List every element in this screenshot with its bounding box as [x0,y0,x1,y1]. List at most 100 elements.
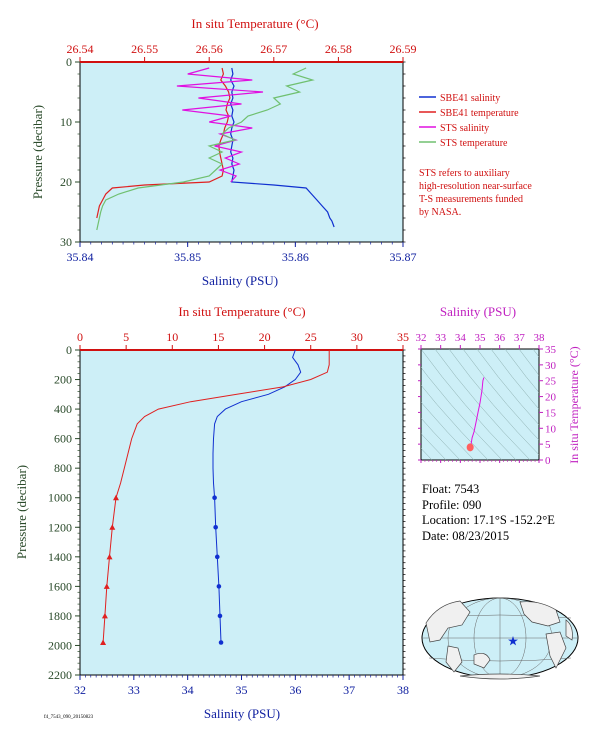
salinity-tick-label: 35.86 [282,250,309,264]
temperature-tick-label: 26.55 [131,42,158,56]
legend-label: STS salinity [440,123,489,134]
pressure-tick-label: 30 [60,235,72,249]
top-temperature-axis-title: In situ Temperature (°C) [191,16,318,31]
legend-label: SBE41 salinity [440,93,500,104]
density-contour [518,349,539,376]
series-line-sbe41-temperature [96,67,231,219]
sts-note-line-3: T-S measurements funded [419,194,523,205]
temperature-data-point [109,524,116,530]
temperature-tick-label: 26.59 [390,42,417,56]
salinity-tick-label: 34 [182,683,194,697]
inset-salinity-tick-label: 38 [534,332,546,344]
salinity-data-point [212,495,217,501]
inset-temperature-tick-label: 20 [545,392,557,404]
map-land [425,600,573,680]
inset-salinity-tick-label: 33 [435,332,447,344]
pressure-tick-label: 0 [66,55,72,69]
salinity-tick-label: 37 [343,683,355,697]
inset-temperature-tick-label: 25 [545,376,557,388]
temperature-data-point [106,553,113,560]
density-contour [448,349,539,456]
salinity-tick-label: 33 [128,683,140,697]
pressure-tick-label: 1200 [48,520,72,534]
inset-temperature-tick-label: 30 [545,360,557,372]
pressure-tick-label: 2200 [48,668,72,682]
density-contour [434,349,531,460]
density-contour [421,417,461,460]
salinity-data-point [213,524,218,530]
bottom-salinity-axis-title: Salinity (PSU) [204,706,280,721]
inset-temperature-tick-label: 10 [545,423,557,435]
temperature-data-point [101,612,108,619]
density-contour [421,433,447,460]
pressure-tick-label: 2000 [48,638,72,652]
salinity-data-point [218,640,224,645]
temperature-data-point [100,639,107,645]
temperature-data-point [103,583,110,589]
density-contour [490,349,539,410]
salinity-data-point [214,554,220,560]
temperature-tick-label: 26.57 [260,42,287,56]
density-contour [421,367,503,460]
pressure-tick-label: 800 [54,461,72,475]
legend: SBE41 salinity SBE41 temperature STS sal… [419,93,532,218]
density-contour [421,384,489,460]
float-number: Float: 7543 [422,482,480,496]
density-contour [476,349,539,426]
inset-temperature-tick-label: 0 [545,455,551,467]
pressure-tick-label: 0 [66,343,72,357]
temperature-data-point [112,494,119,501]
bottom-pressure-axis-title: Pressure (decibar) [14,465,29,559]
ts-deep-water-cluster [466,443,474,452]
density-contour [504,349,539,394]
sts-note-line-2: high-resolution near-surface [419,181,532,192]
temperature-tick-label: 15 [212,330,224,344]
legend-label: STS temperature [440,138,508,149]
top-panel: 26.54 26.55 26.56 26.57 26.58 26.59 35.84 35.85… [30,16,417,288]
ts-inset-salinity-title: Salinity (PSU) [440,304,516,319]
bottom-panel: 0 5 10 15 20 25 30 35 32 33 34 35 36 37 38 0 200 400 600 80… [14,304,409,721]
temperature-tick-label: 10 [166,330,178,344]
temperature-tick-label: 26.54 [67,42,94,56]
salinity-tick-label: 38 [397,683,409,697]
inset-salinity-tick-label: 36 [494,332,506,344]
inset-temperature-tick-label: 15 [545,407,557,419]
bottom-plot-area [79,349,404,676]
bottom-ticks: 0 5 10 15 20 25 30 35 32 33 34 35 36 37 38 0 200 400 600 80… [48,330,409,697]
temperature-tick-label: 5 [123,330,129,344]
float-location-star [508,636,518,646]
salinity-data-point [217,613,223,619]
inset-salinity-tick-label: 35 [475,332,487,344]
series-line-sbe41-salinity [212,349,302,643]
salinity-tick-label: 35.87 [390,250,417,264]
legend-entry-sts-temperature: STS temperature [419,138,508,149]
salinity-tick-label: 36 [289,683,301,697]
footer-id: f4_7543_090_20150823 [44,715,94,720]
pressure-tick-label: 600 [54,432,72,446]
temperature-tick-label: 26.56 [196,42,223,56]
top-series [96,67,335,231]
sts-note-line-1: STS refers to auxiliary [419,168,510,179]
legend-entry-sbe-salinity: SBE41 salinity [419,93,500,104]
temperature-tick-label: 0 [77,330,83,344]
float-location: Location: 17.1°S -152.2°E [422,513,555,527]
salinity-tick-label: 35.85 [174,250,201,264]
top-pressure-axis-title: Pressure (decibar) [30,105,45,199]
temperature-tick-label: 25 [305,330,317,344]
pressure-tick-label: 400 [54,402,72,416]
pressure-tick-label: 10 [60,115,72,129]
ts-inset-series [466,377,485,452]
temperature-tick-label: 35 [397,330,409,344]
salinity-tick-label: 35.84 [67,250,94,264]
top-ticks: 26.54 26.55 26.56 26.57 26.58 26.59 35.84 35.85… [60,42,417,264]
inset-temperature-tick-label: 35 [545,344,557,356]
inset-temperature-tick-label: 5 [545,439,551,451]
ts-inset: 32 33 34 35 36 37 38 0 5 10 15 20 25 30 35 Salinity (P… [416,304,582,467]
temperature-tick-label: 20 [259,330,271,344]
bottom-temperature-axis-title: In situ Temperature (°C) [178,304,305,319]
inset-salinity-tick-label: 32 [416,332,427,344]
legend-label: SBE41 temperature [440,108,519,119]
legend-entry-sbe-temperature: SBE41 temperature [419,108,519,119]
inset-salinity-tick-label: 34 [455,332,467,344]
